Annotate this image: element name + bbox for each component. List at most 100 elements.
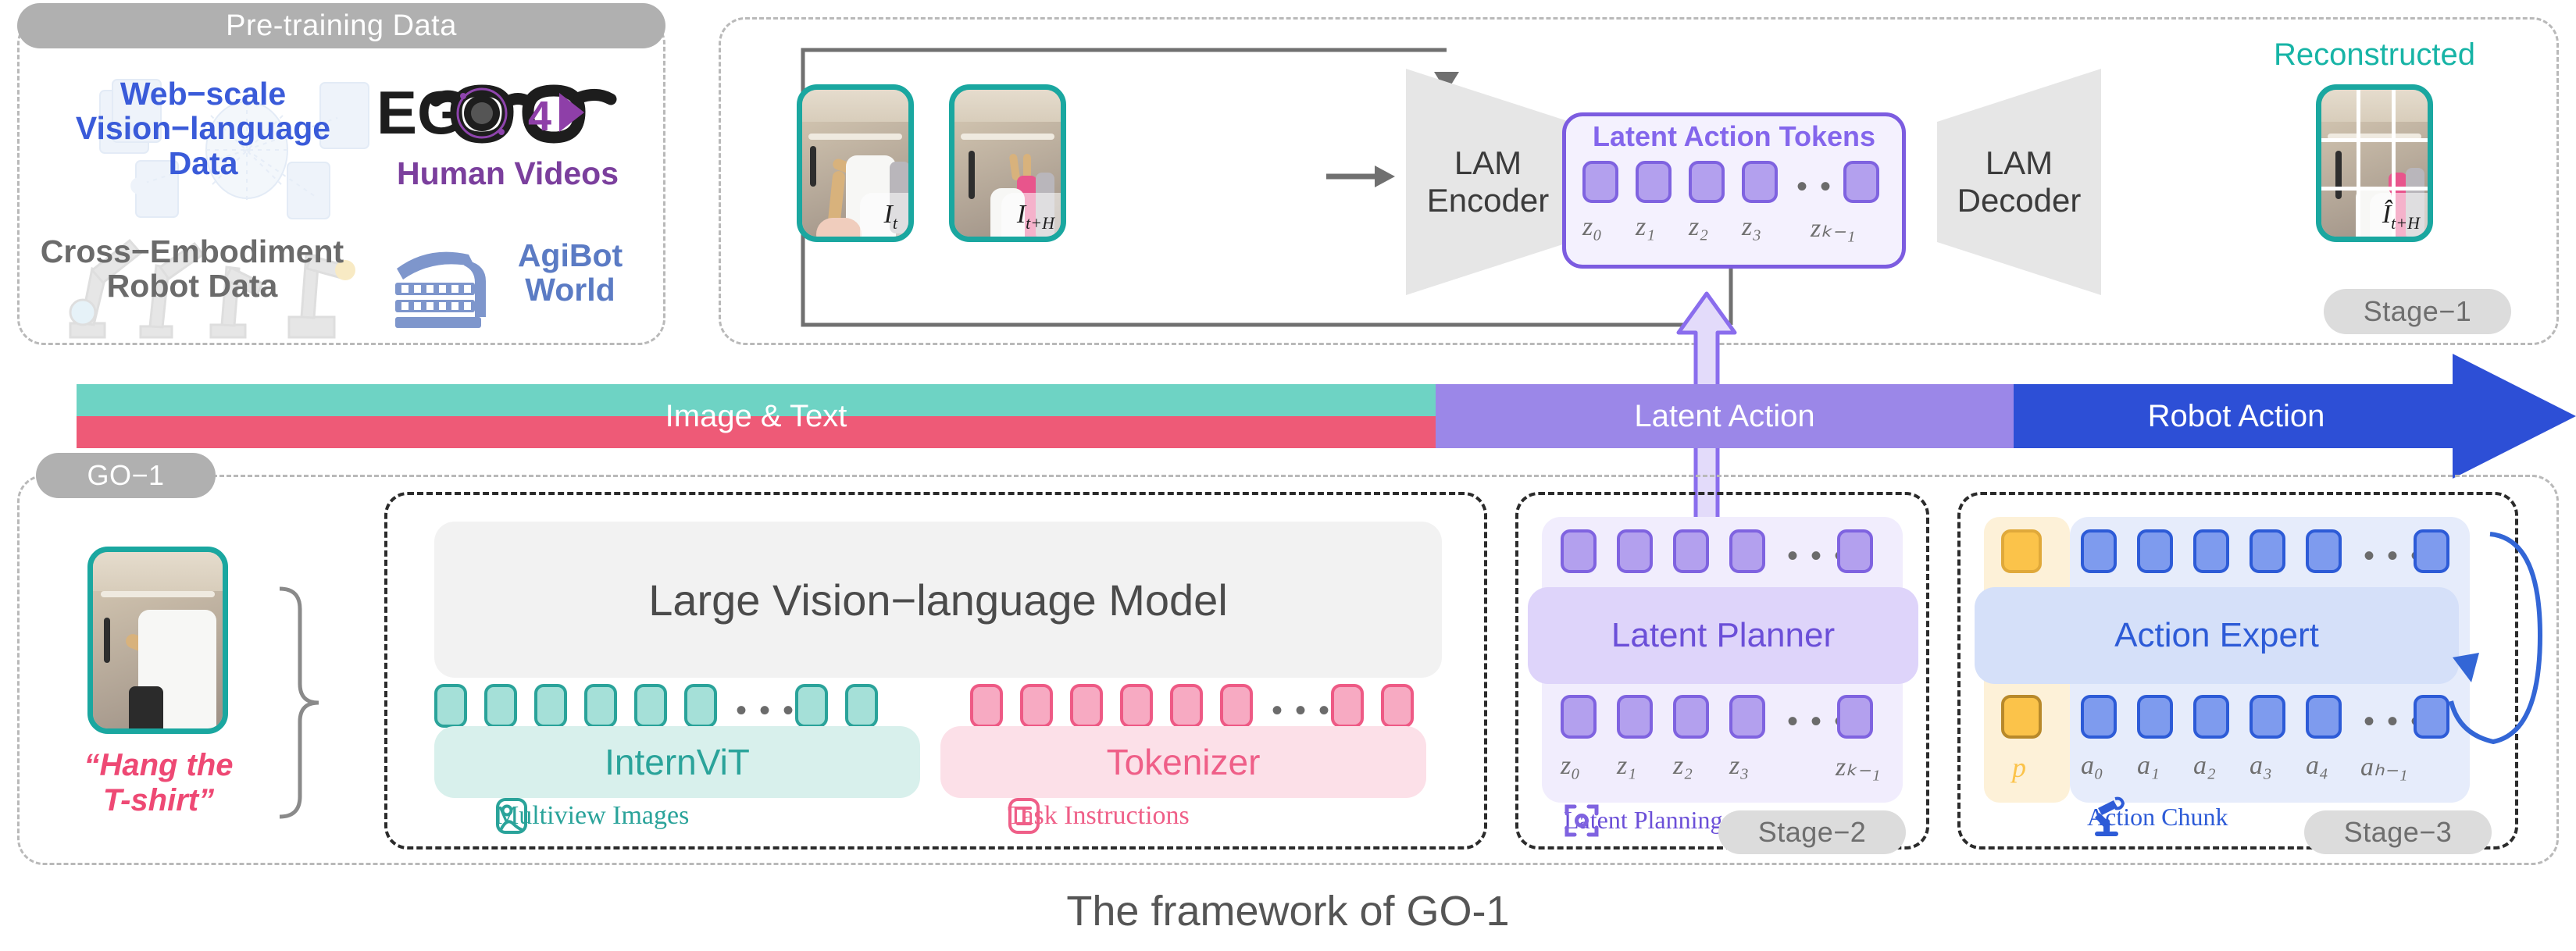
pretraining-data-badge: Pre-training Data (17, 3, 665, 48)
ellipsis-dots: • • • (1272, 693, 1333, 728)
flow-segment-image-text-lower (77, 416, 1436, 448)
ego4d-logo: EG 4 (376, 78, 617, 147)
web-scale-line-3: Data (168, 144, 238, 181)
token-chip (1120, 684, 1153, 728)
stage1-panel (719, 17, 2559, 345)
agibot-line-2: World (525, 272, 615, 308)
internvit-label: InternViT (605, 742, 750, 782)
latent-planning-label: Latent Planning (1564, 806, 1723, 834)
token-chip (2081, 529, 2117, 573)
lam-decoder-line-1: LAM (1985, 144, 2053, 181)
vlm-title: Large Vision−language Model (648, 575, 1228, 625)
lam-encoder-shape (1406, 69, 1570, 295)
go1-panel (17, 475, 2559, 865)
web-scale-line-1: Web−scale (120, 76, 287, 112)
token-chip (584, 684, 617, 728)
image-icon (496, 798, 527, 834)
vlm-panel (384, 492, 1487, 849)
task-instructions-sublabel: Task Instructions (1008, 798, 1190, 834)
token-chip (1561, 529, 1597, 573)
go1-input-photo (87, 547, 228, 734)
token-chip (2306, 695, 2342, 739)
go1-input-brace (279, 586, 319, 819)
token-chip (2250, 695, 2285, 739)
token-chip (970, 684, 1003, 728)
token-chip (1582, 161, 1618, 203)
token-label: a₃ (2250, 751, 2272, 780)
reconstructed-label: Ît+H (2382, 200, 2420, 233)
vlm-title-block: Large Vision−language Model (434, 522, 1442, 678)
token-chip (845, 684, 878, 728)
token-chip (1673, 695, 1709, 739)
flow-arrow-head (2453, 354, 2576, 479)
cross-embodiment-line-1: Cross−Embodiment (40, 233, 344, 269)
svg-text:4: 4 (528, 93, 551, 140)
token-chip (1331, 684, 1364, 728)
reconstructed-photo: Ît+H (2316, 84, 2433, 242)
token-chip (1170, 684, 1203, 728)
token-chip (1381, 684, 1414, 728)
pretraining-item-agibot: AgiBot World (469, 238, 672, 308)
prefix-token-chip (2001, 695, 2042, 739)
token-chip (634, 684, 667, 728)
web-scale-graphic (99, 79, 369, 219)
token-chip (2414, 529, 2449, 573)
token-chip (534, 684, 567, 728)
agibot-line-1: AgiBot (517, 237, 623, 273)
token-chip (2137, 529, 2173, 573)
token-label: a₁ (2137, 751, 2160, 780)
lam-decoder-label: LAM Decoder (1929, 69, 2109, 295)
pretraining-item-ego4d-caption: Human Videos (396, 155, 619, 191)
token-chip (2193, 695, 2229, 739)
flow-segment-robot-action: Robot Action (2014, 384, 2459, 448)
latent-planner-block: Latent Planner (1528, 587, 1918, 684)
focus-target-icon (1565, 804, 1599, 836)
lam-decoder-shape (1937, 69, 2101, 295)
token-label: z₃ (1742, 212, 1762, 241)
token-label: zₖ₋₁ (1811, 214, 1856, 243)
token-chip (2193, 529, 2229, 573)
stage3-badge: Stage−3 (2304, 810, 2492, 854)
token-chip (1617, 529, 1653, 573)
token-label: z₀ (1582, 212, 1603, 241)
go1-instruction-line-1: “Hang the (84, 748, 234, 782)
token-chip (1020, 684, 1053, 728)
frame-it-label: It (883, 200, 897, 233)
tokenizer-label: Tokenizer (1106, 742, 1261, 782)
token-chip (1729, 529, 1765, 573)
token-chip (1729, 695, 1765, 739)
token-chip (1843, 161, 1879, 203)
tokenizer-block: Tokenizer (940, 726, 1426, 798)
token-chip (2081, 695, 2117, 739)
action-expert-label: Action Expert (2114, 616, 2319, 654)
token-label: z₀ (1561, 751, 1581, 780)
frame-ith-photo: It+H (949, 84, 1066, 242)
ellipsis-dots: • • • (1787, 539, 1849, 573)
token-chip (1837, 529, 1873, 573)
token-label: z₂ (1673, 751, 1693, 780)
token-label: z₁ (1636, 212, 1656, 241)
lam-decoder-line-2: Decoder (1957, 182, 2082, 219)
token-label: a₄ (2306, 751, 2328, 780)
lam-encoder-line-1: LAM (1454, 144, 1522, 181)
token-chip (484, 684, 517, 728)
action-expert-block: Action Expert (1975, 587, 2459, 684)
reconstructed-title: Reconstructed (2274, 37, 2475, 72)
frame-ith-label: It+H (1016, 200, 1054, 233)
token-chip (1636, 161, 1672, 203)
action-expert-recurrence-arrow (2449, 532, 2543, 745)
internvit-block: InternViT (434, 726, 920, 798)
figure-caption: The framework of GO-1 (1066, 888, 1510, 935)
token-chip (684, 684, 717, 728)
web-scale-line-2: Vision−language (75, 110, 331, 147)
frame-it-photo: It (797, 84, 914, 242)
lam-encoder-label: LAM Encoder (1398, 69, 1578, 295)
lam-encoder-line-2: Encoder (1426, 182, 1550, 219)
latent-action-tokens-title: Latent Action Tokens (1592, 120, 1876, 152)
token-chip (1561, 695, 1597, 739)
stage2-badge: Stage−2 (1718, 810, 1906, 854)
latent-planning-sublabel: Latent Planning (1564, 804, 1723, 836)
token-chip (2414, 695, 2449, 739)
token-label: z₁ (1617, 751, 1637, 780)
ellipsis-dots: • • • (2364, 539, 2425, 573)
